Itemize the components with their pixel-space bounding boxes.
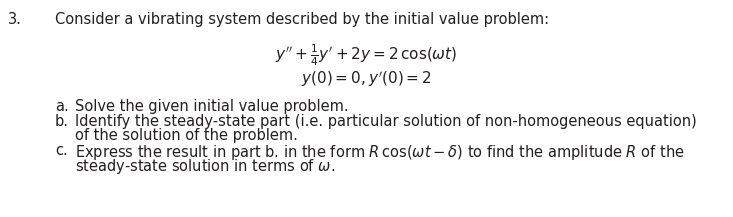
Text: Solve the given initial value problem.: Solve the given initial value problem. <box>75 99 349 114</box>
Text: $y(0) = 0, y'(0) = 2$: $y(0) = 0, y'(0) = 2$ <box>301 69 432 89</box>
Text: Identify the steady-state part (i.e. particular solution of non-homogeneous equa: Identify the steady-state part (i.e. par… <box>75 114 697 129</box>
Text: b.: b. <box>55 114 69 129</box>
Text: 3.: 3. <box>8 12 22 27</box>
Text: a.: a. <box>55 99 69 114</box>
Text: $y'' + \frac{1}{4}y' + 2y = 2\,\mathrm{cos}(\omega t)$: $y'' + \frac{1}{4}y' + 2y = 2\,\mathrm{c… <box>275 42 457 67</box>
Text: Express the result in part b. in the form $R\,\mathrm{cos}(\omega t - \delta)$ t: Express the result in part b. in the for… <box>75 143 685 162</box>
Text: c.: c. <box>55 143 67 158</box>
Text: Consider a vibrating system described by the initial value problem:: Consider a vibrating system described by… <box>55 12 549 27</box>
Text: of the solution of the problem.: of the solution of the problem. <box>75 128 298 143</box>
Text: steady-state solution in terms of $\omega$.: steady-state solution in terms of $\omeg… <box>75 157 335 176</box>
